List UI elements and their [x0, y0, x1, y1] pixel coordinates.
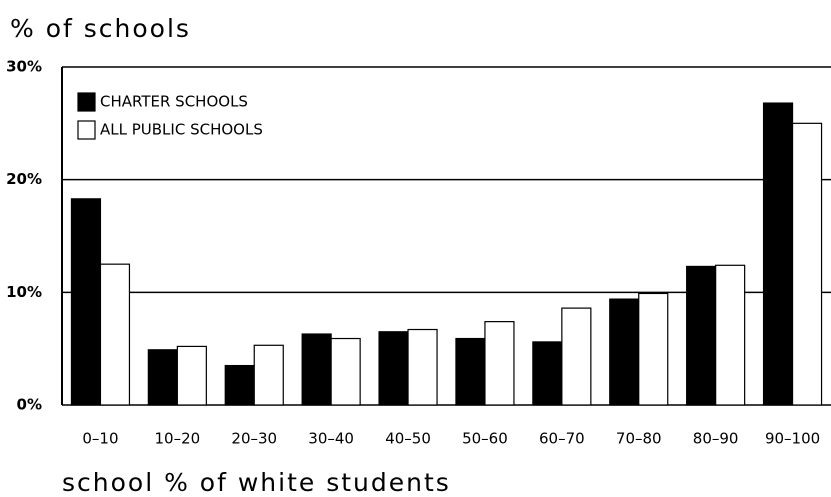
- bar: [253, 344, 284, 406]
- y-tick-label: 10%: [6, 283, 42, 301]
- bar: [176, 345, 207, 406]
- bar: [330, 337, 361, 406]
- legend-swatch: [77, 120, 96, 140]
- bar: [70, 198, 102, 406]
- legend-label: ALL PUBLIC SCHOOLS: [100, 121, 263, 139]
- x-tick-label: 40–50: [385, 430, 431, 448]
- x-tick-label: 60–70: [539, 430, 585, 448]
- x-tick-label: 90–100: [765, 430, 820, 448]
- x-tick-label: 30–40: [308, 430, 354, 448]
- bar: [561, 307, 592, 406]
- bar: [484, 321, 515, 406]
- y-tick-label: 0%: [17, 396, 42, 414]
- x-tick-label: 0–10: [82, 430, 118, 448]
- bar: [455, 337, 486, 406]
- bar: [609, 298, 640, 406]
- bar: [715, 264, 746, 406]
- bar: [532, 341, 563, 406]
- x-tick-label: 70–80: [616, 430, 662, 448]
- bar: [301, 333, 332, 406]
- bar: [686, 265, 717, 406]
- y-tick-label: 20%: [6, 170, 42, 188]
- x-tick-label: 50–60: [462, 430, 508, 448]
- x-tick-label: 80–90: [693, 430, 739, 448]
- bar: [224, 364, 255, 406]
- legend-label: CHARTER SCHOOLS: [100, 93, 248, 111]
- bar: [99, 263, 131, 406]
- x-tick-label: 20–30: [231, 430, 277, 448]
- bar: [638, 292, 669, 406]
- y-axis-label: % of schools: [10, 14, 191, 43]
- y-tick-label: 30%: [6, 58, 42, 76]
- legend-swatch: [77, 92, 96, 112]
- bar: [762, 102, 794, 406]
- bar: [407, 328, 438, 406]
- x-tick-label: 10–20: [155, 430, 201, 448]
- bar: [378, 331, 409, 406]
- bar: [147, 349, 178, 406]
- bar: [791, 122, 823, 406]
- x-axis-label: school % of white students: [62, 468, 451, 497]
